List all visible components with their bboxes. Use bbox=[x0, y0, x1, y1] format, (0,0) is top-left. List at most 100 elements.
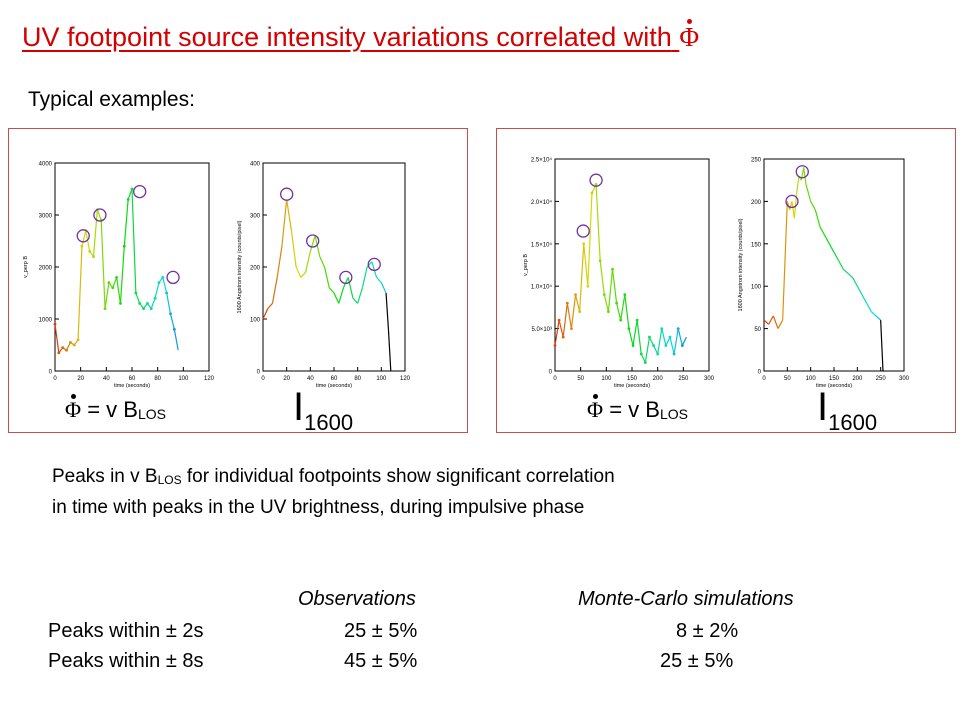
y-tick-label: 2.0×10⁴ bbox=[531, 199, 553, 206]
data-point bbox=[582, 242, 586, 246]
data-point bbox=[648, 335, 651, 339]
data-point bbox=[119, 302, 122, 305]
series-segment bbox=[290, 230, 297, 268]
series-segment bbox=[166, 292, 172, 314]
y-tick-label: 300 bbox=[250, 214, 261, 220]
row-label: Peaks within ± 2s bbox=[48, 620, 204, 642]
x-tick-label: 120 bbox=[204, 376, 215, 382]
data-point bbox=[557, 318, 561, 322]
data-point bbox=[88, 250, 92, 253]
subtitle: Typical examples: bbox=[28, 88, 195, 111]
data-point bbox=[606, 310, 610, 314]
data-point bbox=[111, 286, 115, 290]
data-point bbox=[578, 310, 582, 314]
series-segment bbox=[819, 226, 826, 236]
example-panel-right: 0 5.0×10³ 1.0×10⁴ 1.5×10⁴ 2.0×10⁴ 2.5×10⁴ 0 50 1… bbox=[496, 128, 956, 434]
series-segment bbox=[314, 235, 321, 257]
data-point bbox=[149, 307, 153, 310]
series-segment bbox=[131, 188, 137, 294]
y-tick-label: 1.5×10⁴ bbox=[531, 241, 553, 248]
data-point bbox=[92, 255, 95, 258]
data-point bbox=[169, 312, 172, 316]
series-segment bbox=[352, 297, 359, 304]
mc-value: 25 ± 5% bbox=[660, 650, 734, 672]
series-segment bbox=[782, 201, 788, 321]
data-point bbox=[80, 244, 84, 248]
series-segment bbox=[665, 336, 671, 346]
series-segment bbox=[624, 294, 630, 329]
x-tick-label: 40 bbox=[307, 376, 314, 382]
data-point bbox=[65, 348, 68, 352]
series-segment bbox=[323, 266, 330, 288]
y-axis-label: v_perp B bbox=[523, 254, 529, 276]
obs-value: 45 ± 5% bbox=[344, 650, 418, 672]
x-tick-label: 150 bbox=[627, 376, 638, 382]
x-tick-label: 100 bbox=[376, 376, 387, 382]
series-segment bbox=[599, 260, 605, 295]
series-segment bbox=[620, 294, 626, 321]
series-segment bbox=[607, 269, 614, 312]
paragraph-line-1: Peaks in v BLOS for individual footpoint… bbox=[52, 466, 615, 487]
series-segment bbox=[116, 277, 122, 304]
series-segment bbox=[376, 276, 382, 284]
series-segment bbox=[777, 319, 784, 329]
series-segment bbox=[281, 199, 288, 247]
x-tick-label: 100 bbox=[178, 376, 189, 382]
series-segment bbox=[271, 277, 278, 304]
data-point bbox=[565, 301, 569, 305]
peak-marker bbox=[339, 270, 353, 285]
series-segment bbox=[814, 209, 821, 227]
y-tick-label: 150 bbox=[751, 242, 762, 248]
x-tick-label: 0 bbox=[553, 376, 557, 382]
series-segment bbox=[173, 329, 179, 351]
series-segment bbox=[828, 243, 835, 253]
series-segment bbox=[833, 251, 840, 262]
x-tick-label: 150 bbox=[829, 376, 840, 382]
data-point bbox=[611, 267, 614, 271]
y-tick-label: 400 bbox=[250, 162, 261, 168]
x-tick-label: 20 bbox=[77, 376, 84, 382]
data-point bbox=[680, 344, 684, 347]
data-point bbox=[107, 281, 111, 284]
series-segment bbox=[803, 167, 807, 185]
peak-marker bbox=[589, 173, 603, 187]
data-point bbox=[165, 291, 169, 295]
series-segment bbox=[611, 269, 618, 304]
series-segment bbox=[842, 268, 849, 274]
series-segment bbox=[276, 246, 283, 278]
data-point bbox=[53, 322, 57, 326]
y-tick-label: 1.0×10⁴ bbox=[531, 284, 553, 291]
x-tick-label: 80 bbox=[154, 376, 161, 382]
y-tick-label: 50 bbox=[754, 327, 761, 333]
series-segment bbox=[579, 243, 585, 312]
series-segment bbox=[677, 328, 683, 346]
series-segment bbox=[169, 313, 175, 330]
series-segment bbox=[847, 273, 854, 279]
series-segment bbox=[648, 336, 655, 346]
row-label: Peaks within ± 8s bbox=[48, 650, 204, 672]
data-point bbox=[615, 301, 618, 305]
i1600-label: I1600 bbox=[293, 385, 354, 435]
x-tick-label: 40 bbox=[103, 376, 110, 382]
peak-marker bbox=[166, 270, 180, 285]
series-segment bbox=[628, 328, 634, 346]
data-point bbox=[619, 318, 623, 322]
phi-dot-symbol: Φ bbox=[679, 19, 700, 52]
x-tick-label: 80 bbox=[354, 376, 361, 382]
data-point bbox=[76, 338, 80, 342]
series-segment bbox=[558, 319, 564, 338]
series-segment bbox=[361, 266, 368, 288]
data-point bbox=[146, 302, 149, 305]
series-segment bbox=[333, 292, 340, 304]
peak-marker bbox=[133, 184, 147, 199]
y-tick-label: 200 bbox=[250, 266, 261, 272]
y-tick-label: 0 bbox=[758, 370, 762, 376]
series-segment bbox=[587, 192, 593, 287]
peak-marker bbox=[306, 234, 320, 248]
data-point bbox=[623, 293, 627, 297]
x-tick-label: 250 bbox=[678, 376, 689, 382]
intensity-plot-right: 0 50 100 150 200 250 0 50 100 150 200 250 300 time (s… bbox=[738, 158, 910, 390]
data-point bbox=[586, 284, 590, 288]
x-tick-label: 20 bbox=[283, 376, 290, 382]
series-segment bbox=[380, 282, 387, 294]
